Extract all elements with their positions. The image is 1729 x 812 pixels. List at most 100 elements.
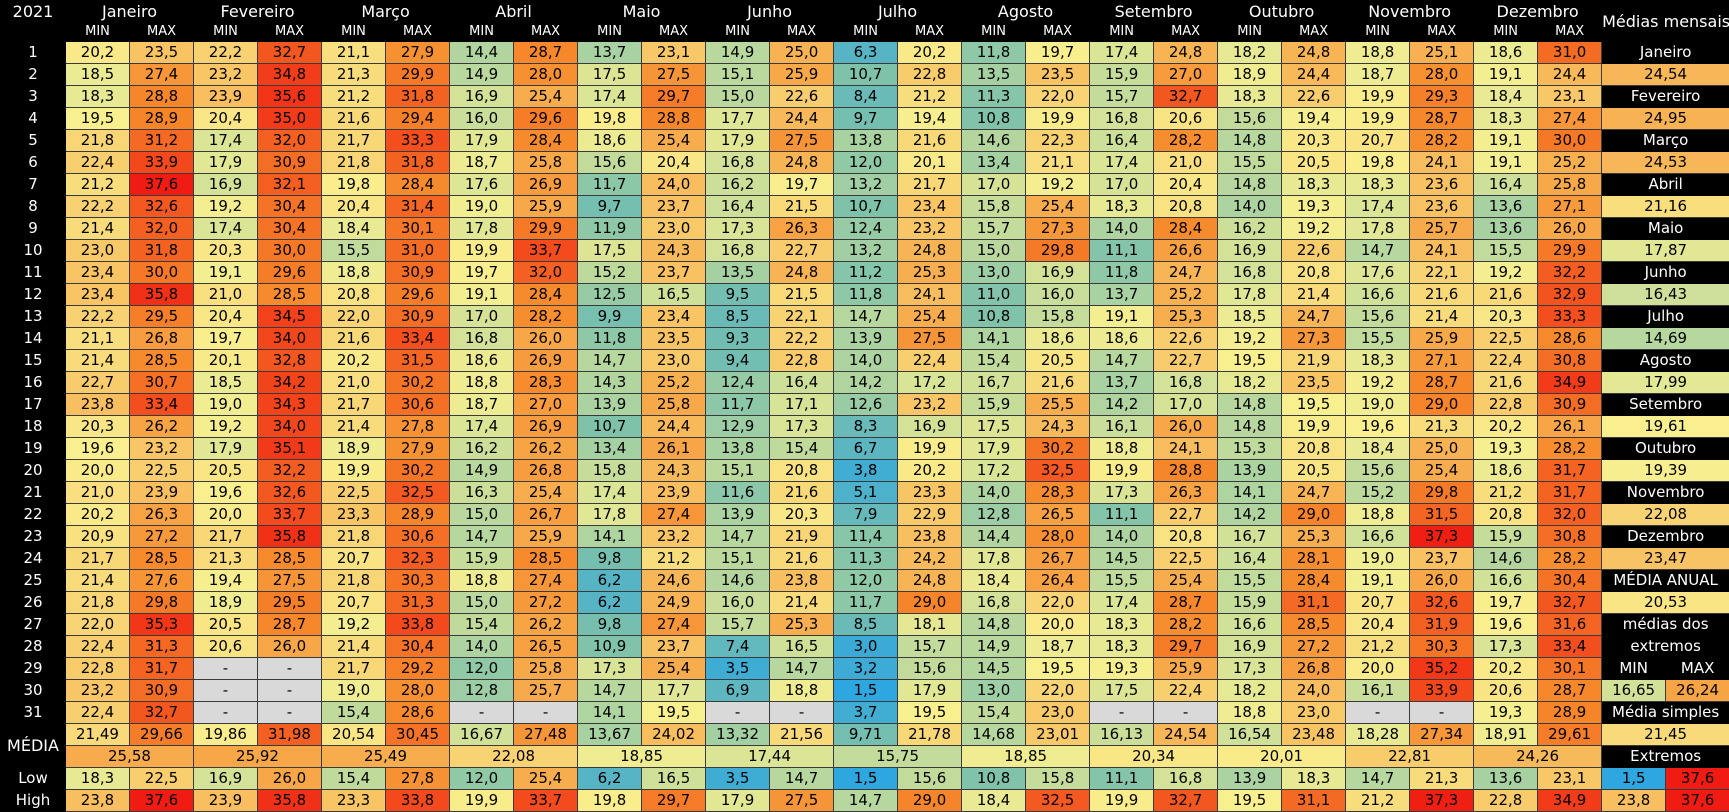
min-temp-cell: 18,8 [450,570,514,592]
max-temp-cell: 30,1 [386,218,450,240]
max-temp-cell: 14,7 [770,658,834,680]
max-temp-cell: 33,4 [130,394,194,416]
day-number: 3 [1,86,66,108]
min-temp-cell: 7,4 [706,636,770,658]
max-temp-cell: 16,4 [770,372,834,394]
max-temp-cell: 18,6 [1026,328,1090,350]
max-temp-cell: 32,9 [1538,284,1602,306]
empty-cell: - [194,702,258,724]
min-temp-cell: 16,6 [1218,614,1282,636]
min-temp-cell: 16,4 [1218,548,1282,570]
min-temp-cell: 21,2 [66,174,130,196]
min-temp-cell: 6,2 [578,570,642,592]
min-temp-cell: 20,1 [194,350,258,372]
min-temp-cell: 14,8 [962,614,1026,636]
max-temp-cell: 32,0 [514,262,578,284]
day-number: 17 [1,394,66,416]
min-temp-cell: 9,7 [834,108,898,130]
min-temp-cell: 11,4 [834,526,898,548]
max-temp-cell: 23,2 [130,438,194,460]
media-mid-value: 20,34 [1090,746,1218,768]
max-temp-cell: 27,1 [1538,196,1602,218]
max-temp-cell: 26,0 [258,636,322,658]
min-temp-cell: 9,8 [578,614,642,636]
max-temp-cell: 24,1 [898,284,962,306]
low-value: 21,3 [1410,768,1474,790]
max-temp-cell: 23,7 [642,262,706,284]
max-temp-cell: 23,9 [130,482,194,504]
max-temp-cell: 21,6 [1026,372,1090,394]
max-temp-cell: 21,0 [1154,152,1218,174]
max-temp-cell: 31,2 [130,130,194,152]
max-temp-cell: 21,4 [770,592,834,614]
max-temp-cell: 31,5 [1410,504,1474,526]
max-temp-cell: 26,8 [514,460,578,482]
min-temp-cell: 15,0 [450,504,514,526]
max-temp-cell: 34,2 [258,372,322,394]
side-month-name: Janeiro [1602,42,1729,64]
empty-cell: - [258,658,322,680]
max-temp-cell: 25,8 [514,152,578,174]
min-temp-cell: 18,6 [1090,328,1154,350]
min-temp-cell: 7,9 [834,504,898,526]
max-temp-cell: 34,9 [1538,372,1602,394]
min-temp-cell: 16,9 [450,86,514,108]
max-temp-cell: 20,8 [1154,196,1218,218]
max-temp-cell: 27,2 [130,526,194,548]
min-temp-cell: 19,6 [1474,614,1538,636]
max-temp-cell: 29,9 [514,218,578,240]
min-temp-cell: 15,1 [706,460,770,482]
min-temp-cell: 20,8 [1474,504,1538,526]
low-value: 15,6 [898,768,962,790]
min-temp-cell: 18,4 [1346,438,1410,460]
max-temp-cell: 28,0 [514,64,578,86]
min-temp-cell: 14,9 [706,42,770,64]
min-temp-cell: 22,4 [66,636,130,658]
min-temp-cell: 16,2 [706,174,770,196]
max-temp-cell: 35,3 [130,614,194,636]
media-mid-value: 18,85 [962,746,1090,768]
low-value: 12,0 [450,768,514,790]
side-month-value: 24,95 [1602,108,1729,130]
max-temp-cell: 29,8 [130,592,194,614]
min-temp-cell: 20,5 [194,614,258,636]
high-value: 35,8 [258,790,322,812]
max-temp-cell: 20,8 [1154,526,1218,548]
max-temp-cell: 20,1 [898,152,962,174]
min-temp-cell: 19,2 [1218,328,1282,350]
max-temp-cell: 27,4 [642,504,706,526]
media-value: 21,56 [770,724,834,746]
min-temp-cell: 22,8 [1474,394,1538,416]
min-temp-cell: 16,9 [194,174,258,196]
max-temp-cell: 19,4 [1282,108,1346,130]
max-temp-cell: 28,9 [1538,702,1602,724]
min-temp-cell: 20,4 [1346,614,1410,636]
min-temp-cell: 18,3 [1474,108,1538,130]
min-temp-cell: 23,2 [194,64,258,86]
max-temp-cell: 30,4 [258,196,322,218]
max-temp-cell: 22,6 [1154,328,1218,350]
media-value: 13,32 [706,724,770,746]
side-month-name: Abril [1602,174,1729,196]
min-temp-cell: 9,9 [578,306,642,328]
max-temp-cell: 26,5 [514,636,578,658]
day-number: 18 [1,416,66,438]
min-temp-cell: 20,2 [66,42,130,64]
side-max-header: MAX [1666,658,1729,680]
min-temp-cell: 17,8 [1218,284,1282,306]
min-temp-cell: 23,3 [322,504,386,526]
max-temp-cell: 22,8 [898,64,962,86]
month-header: Agosto [962,1,1090,23]
max-temp-cell: 30,9 [258,152,322,174]
max-temp-cell: 35,1 [258,438,322,460]
low-value: 13,9 [1218,768,1282,790]
max-temp-cell: 16,5 [770,636,834,658]
high-value: 27,5 [770,790,834,812]
max-temp-cell: 28,6 [1538,328,1602,350]
side-month-name: Agosto [1602,350,1729,372]
min-temp-cell: 15,6 [1218,108,1282,130]
max-temp-cell: 29,6 [258,262,322,284]
max-temp-cell: 28,8 [1154,460,1218,482]
max-temp-cell: 22,0 [1026,592,1090,614]
